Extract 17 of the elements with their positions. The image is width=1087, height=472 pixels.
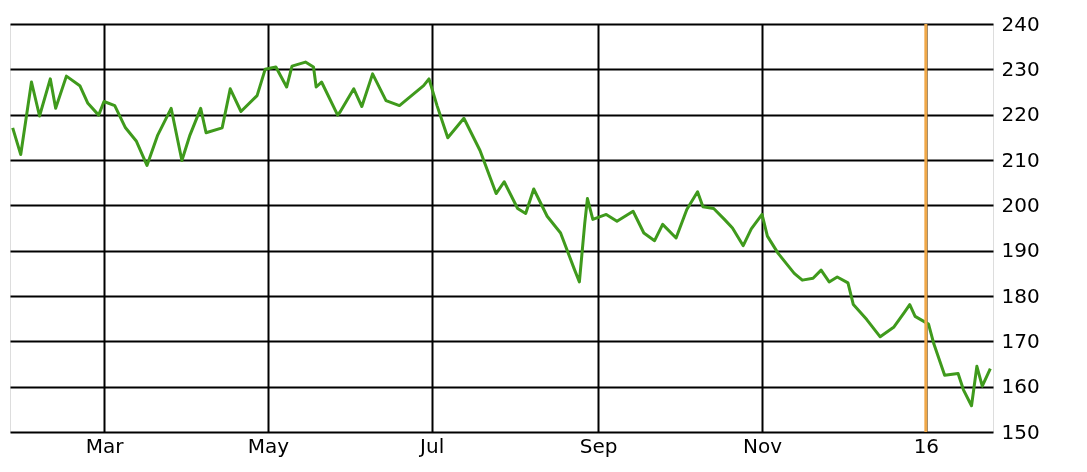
y-tick-label: 240 bbox=[1001, 11, 1040, 36]
y-tick-label: 210 bbox=[1001, 147, 1040, 172]
x-tick-label: May bbox=[247, 433, 290, 458]
line-series bbox=[11, 60, 992, 408]
x-tick-label: Mar bbox=[85, 433, 125, 458]
y-tick-label: 190 bbox=[1001, 238, 1040, 263]
y-tick-label: 160 bbox=[1001, 374, 1040, 399]
y-tick-label: 150 bbox=[1001, 419, 1040, 444]
y-tick-label: 220 bbox=[1001, 102, 1040, 127]
x-tick-label: Nov bbox=[743, 433, 783, 458]
x-tick-label: Jul bbox=[418, 433, 445, 458]
y-tick-label: 200 bbox=[1001, 192, 1040, 217]
x-tick-label: Sep bbox=[579, 433, 618, 458]
y-tick-label: 180 bbox=[1001, 283, 1040, 308]
x-tick-label: 16 bbox=[913, 433, 940, 458]
y-tick-label: 170 bbox=[1001, 328, 1040, 353]
y-tick-label: 230 bbox=[1001, 56, 1040, 81]
